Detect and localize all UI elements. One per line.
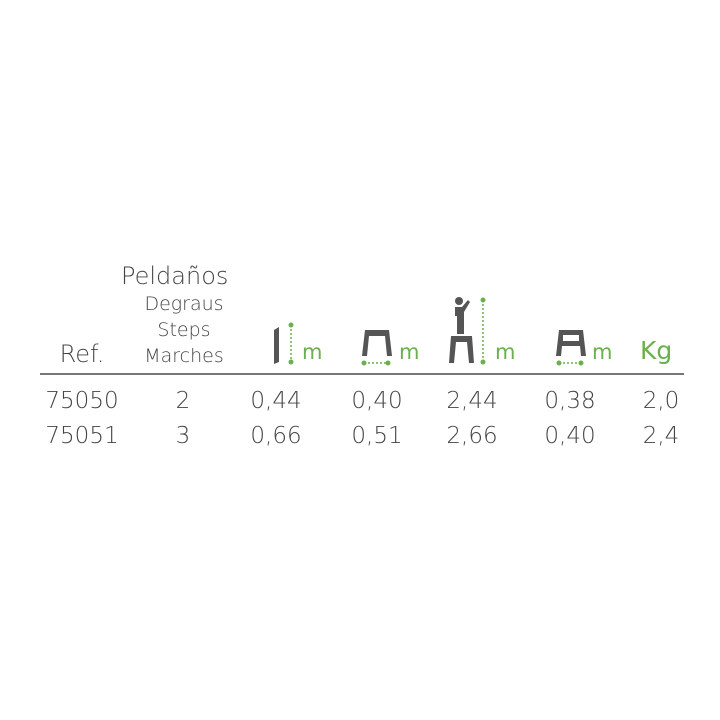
steps-label-es: Peldaños [121, 262, 229, 290]
ref-cell: 75051 [45, 423, 119, 449]
steps-label-fr: Marches [144, 345, 224, 367]
platform-width-cell: 0,40 [544, 423, 596, 449]
base-width-cell: 0,40 [351, 388, 403, 414]
unit-base-width: m [399, 340, 420, 364]
steps-label-en: Steps [157, 319, 211, 341]
base-width-icon [361, 330, 392, 366]
base-width-cell: 0,51 [351, 423, 403, 449]
steps-cell: 2 [175, 388, 191, 414]
weight-cell: 2,4 [642, 423, 680, 449]
unit-working-height: m [495, 340, 516, 364]
platform-width-icon [556, 330, 586, 366]
header-divider [40, 373, 684, 375]
working-height-cell: 2,44 [446, 388, 498, 414]
platform-width-cell: 0,38 [544, 388, 596, 414]
closed-height-cell: 0,44 [250, 388, 302, 414]
unit-weight: Kg [640, 336, 673, 365]
ref-header: Ref. [59, 340, 105, 368]
ref-cell: 75050 [45, 388, 119, 414]
weight-cell: 2,0 [642, 388, 680, 414]
unit-closed-height: m [302, 340, 323, 364]
steps-cell: 3 [175, 423, 191, 449]
closed-height-cell: 0,66 [250, 423, 302, 449]
steps-label-pt: Degraus [144, 293, 224, 315]
unit-platform-width: m [592, 340, 613, 364]
working-height-icon [449, 297, 486, 365]
closed-height-icon [274, 322, 294, 365]
working-height-cell: 2,66 [446, 423, 498, 449]
